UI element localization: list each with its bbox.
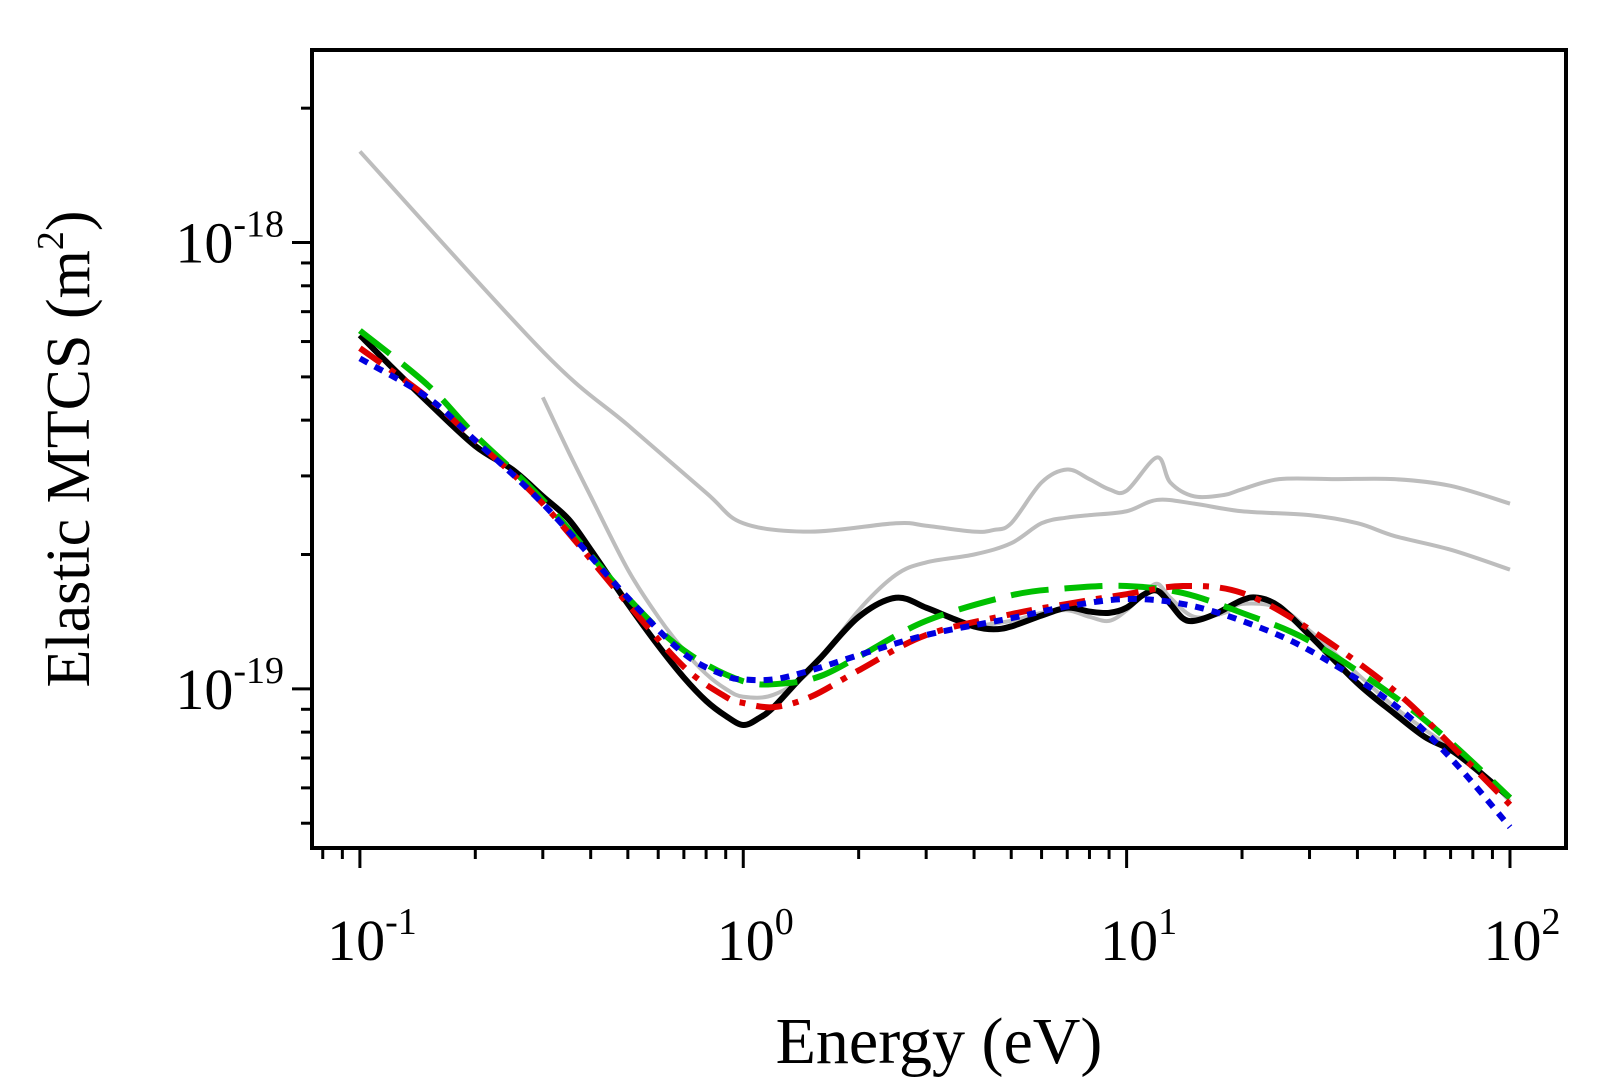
y-tick-label: 10-18 bbox=[175, 204, 284, 276]
y-axis-label-main: Elastic MTCS (m bbox=[35, 250, 103, 687]
plot-frame bbox=[310, 48, 1568, 850]
x-tick-label: 101 bbox=[1100, 901, 1177, 973]
y-axis-label-sup: 2 bbox=[30, 231, 72, 250]
labels-layer: Energy (eV) Elastic MTCS (m2) bbox=[30, 210, 1102, 1078]
x-tick-label-base: 10 bbox=[327, 908, 385, 973]
series-line-6 bbox=[358, 345, 1513, 807]
y-tick-label-exp: -18 bbox=[233, 204, 284, 246]
series-layer bbox=[357, 150, 1513, 830]
series-line-1 bbox=[358, 150, 1511, 534]
series-line-3 bbox=[973, 581, 1512, 803]
y-tick-label-base: 10 bbox=[175, 657, 233, 722]
x-tick-label-exp: 0 bbox=[775, 901, 794, 943]
x-tick-label-base: 10 bbox=[1100, 908, 1158, 973]
x-tick-label: 102 bbox=[1483, 901, 1560, 973]
y-axis-label-close: ) bbox=[35, 210, 103, 231]
x-tick-label-exp: -1 bbox=[385, 901, 417, 943]
series-line-2 bbox=[541, 396, 1511, 700]
x-tick-label: 10-1 bbox=[327, 901, 417, 973]
y-tick-label-exp: -19 bbox=[233, 650, 284, 692]
x-tick-label-base: 10 bbox=[717, 908, 775, 973]
series-line-4 bbox=[357, 333, 1512, 801]
x-axis-label: Energy (eV) bbox=[776, 1005, 1103, 1078]
x-tick-label-base: 10 bbox=[1483, 908, 1541, 973]
series-line-5 bbox=[358, 328, 1513, 801]
y-tick-label-base: 10 bbox=[175, 211, 233, 276]
y-tick-label: 10-19 bbox=[175, 650, 284, 722]
x-tick-label-exp: 1 bbox=[1158, 901, 1177, 943]
x-tick-label-exp: 2 bbox=[1541, 901, 1560, 943]
y-axis-label: Elastic MTCS (m2) bbox=[30, 210, 103, 687]
series-line-7 bbox=[358, 355, 1513, 830]
x-tick-label: 100 bbox=[717, 901, 794, 973]
